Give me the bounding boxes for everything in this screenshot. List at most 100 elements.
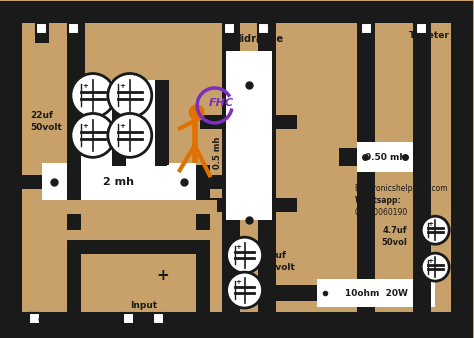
Text: 15.5 cm: 15.5 cm [218,1,255,10]
Bar [357,23,375,312]
Text: Gnd: Gnd [78,14,98,23]
Text: +: + [236,244,241,250]
Bar [152,290,166,312]
Bar [42,163,196,201]
Bar [256,23,271,43]
Bar [275,116,298,129]
Text: 10ohm  20W: 10ohm 20W [345,289,408,297]
Text: 50volt: 50volt [30,123,62,132]
Text: +: + [452,45,465,60]
Text: 0.50 mh: 0.50 mh [365,153,406,162]
Bar [224,23,235,34]
Bar [196,240,210,312]
Text: 0.5 mh: 0.5 mh [213,136,222,169]
Bar [196,252,210,312]
Bar [200,116,222,129]
Circle shape [71,73,115,117]
Circle shape [227,272,263,308]
Bar [22,230,217,312]
Circle shape [71,114,115,158]
Bar [222,248,239,312]
Text: 22uf: 22uf [30,111,53,120]
Circle shape [108,73,152,117]
Bar [0,1,473,23]
Bar [22,200,67,312]
Bar [22,200,217,214]
Bar [375,285,395,301]
Bar [67,152,167,166]
Bar [67,240,81,312]
Bar [67,165,81,260]
Text: +: + [264,8,277,23]
Bar [257,248,275,312]
Text: Gnd: Gnd [208,14,228,23]
Bar [35,23,49,43]
Text: 22uf: 22uf [264,251,287,260]
Bar [67,80,167,94]
Bar [67,240,210,254]
Bar [200,198,222,212]
Circle shape [108,114,152,158]
Bar [36,23,47,34]
Text: Electronicshelpcare.com: Electronicshelpcare.com [355,184,448,193]
Text: Whatsapp:: Whatsapp: [355,196,401,205]
Text: 50volt: 50volt [264,263,295,272]
Bar [413,215,431,312]
Text: +: + [428,258,433,264]
Text: 2 mh: 2 mh [103,177,134,187]
Bar [67,23,85,82]
Bar [196,175,226,189]
Circle shape [421,216,449,244]
Bar [22,255,67,312]
Bar [226,51,272,220]
Bar [359,23,374,43]
Bar [339,148,357,166]
Text: Midrange: Midrange [231,33,283,44]
Bar [375,23,413,312]
Text: 4.7uf: 4.7uf [383,226,407,235]
Bar [361,23,372,34]
Bar [67,252,210,266]
Bar [155,80,169,165]
Bar [257,285,318,301]
Bar [0,175,42,189]
Bar [153,313,164,323]
Text: +: + [236,279,241,285]
Text: +: + [119,122,125,128]
Bar [126,80,155,166]
Text: Woofer: Woofer [39,14,75,23]
Circle shape [227,237,263,273]
Text: FHC: FHC [209,98,234,108]
Bar [196,165,210,260]
Text: 50vol: 50vol [382,238,407,247]
Bar [257,23,275,270]
Bar [67,23,81,43]
Bar [67,252,81,312]
Bar [318,279,435,307]
Text: Tweeter: Tweeter [409,31,450,40]
Text: 01980060190: 01980060190 [355,208,408,217]
Circle shape [421,253,449,281]
Text: Gnd: Gnd [371,14,392,23]
Bar [29,313,40,323]
Circle shape [189,104,205,120]
Bar [68,23,80,34]
Bar [451,1,473,338]
Text: +: + [156,268,169,283]
Bar [416,23,427,34]
Bar [29,313,40,323]
Bar [414,23,428,43]
Bar [223,23,237,43]
Text: +: + [18,8,31,23]
Text: +: + [82,82,88,89]
Bar [0,312,473,338]
Bar [275,198,298,212]
Text: +: + [428,221,433,227]
Text: Input: Input [130,300,157,310]
Text: Gnd: Gnd [38,316,58,324]
Bar [222,23,239,270]
Bar [22,225,67,312]
Bar [357,142,413,172]
Text: 11 cm: 11 cm [0,161,9,189]
Bar [258,23,269,34]
